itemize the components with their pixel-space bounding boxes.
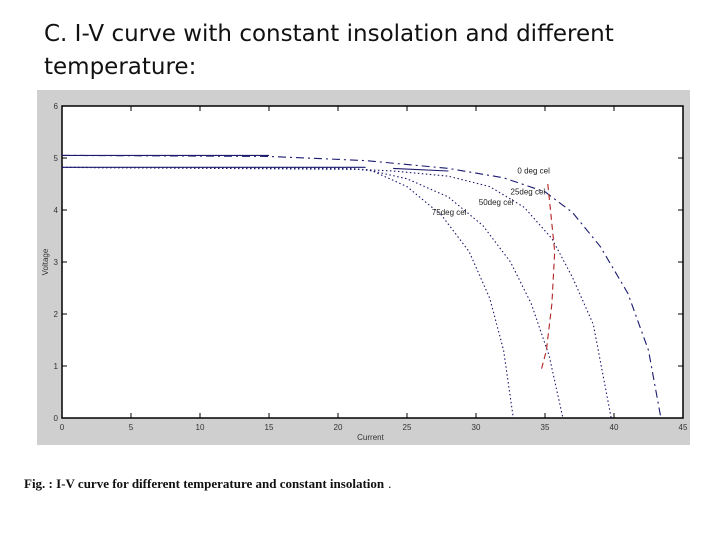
series-label-25deg-cel: 25deg cel	[511, 187, 546, 196]
plot-area	[61, 105, 684, 419]
x-tick-label: 15	[265, 423, 274, 432]
series-50deg-cel	[61, 166, 564, 419]
y-tick-label: 3	[54, 258, 59, 267]
series-label-75deg-cel: 75deg cel	[432, 208, 467, 217]
x-tick-label: 10	[196, 423, 205, 432]
y-tick-label: 4	[54, 206, 59, 215]
series-25deg-cel	[61, 166, 612, 419]
caption-suffix: .	[388, 476, 392, 491]
series-0-deg-cel	[61, 154, 662, 419]
x-tick-label: 40	[610, 423, 619, 432]
x-tick-label: 5	[129, 423, 134, 432]
plateau-line-25deg	[393, 167, 449, 172]
y-tick-label: 5	[54, 154, 59, 163]
series-mpp-locus	[540, 183, 556, 372]
x-axis-label: Current	[357, 433, 384, 442]
x-tick-label: 0	[60, 423, 65, 432]
caption-text: Fig. : I-V curve for different temperatu…	[24, 476, 385, 491]
series-75deg-cel	[61, 166, 514, 419]
x-tick-label: 20	[334, 423, 343, 432]
y-axis-label: Voltage	[41, 248, 50, 275]
x-tick-label: 45	[679, 423, 688, 432]
series-label-0-deg-cel: 0 deg cel	[517, 167, 550, 176]
y-tick-label: 2	[54, 310, 59, 319]
slide-title: C. I-V curve with constant insolation an…	[44, 21, 614, 80]
y-tick-label: 6	[54, 102, 59, 111]
series-label-50deg-cel: 50deg cel	[479, 198, 514, 207]
figure-caption: Fig. : I-V curve for different temperatu…	[24, 476, 391, 492]
x-tick-label: 35	[541, 423, 550, 432]
x-tick-label: 25	[403, 423, 412, 432]
y-tick-label: 0	[54, 414, 59, 423]
x-tick-label: 30	[472, 423, 481, 432]
y-tick-label: 1	[54, 362, 59, 371]
